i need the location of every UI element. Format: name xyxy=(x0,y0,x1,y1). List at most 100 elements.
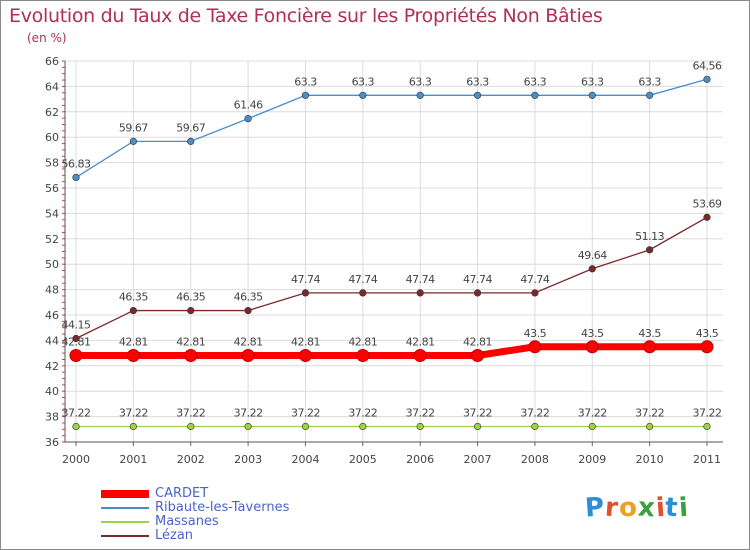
y-tick-label: 52 xyxy=(45,233,59,246)
legend-swatch xyxy=(101,535,149,537)
legend-item: CARDET xyxy=(101,487,289,501)
y-tick-label: 38 xyxy=(45,411,59,424)
data-label: 44.15 xyxy=(62,318,91,331)
data-point xyxy=(646,246,654,254)
x-tick-label: 2011 xyxy=(693,453,721,466)
data-point xyxy=(126,349,140,363)
data-point xyxy=(129,137,137,145)
legend-label: CARDET xyxy=(155,486,209,501)
x-tick-label: 2002 xyxy=(177,453,205,466)
data-point xyxy=(72,173,80,182)
data-label: 43.5 xyxy=(581,327,604,340)
data-label: 42.81 xyxy=(234,336,263,349)
x-tick-label: 2005 xyxy=(349,453,377,466)
y-tick-label: 50 xyxy=(45,258,59,271)
data-label: 37.22 xyxy=(348,407,377,420)
data-point xyxy=(244,422,252,431)
data-label: 64.56 xyxy=(693,59,722,72)
data-point xyxy=(528,340,542,354)
x-tick-label: 2007 xyxy=(464,453,492,466)
x-tick-label: 2006 xyxy=(406,453,434,466)
y-tick-label: 56 xyxy=(45,182,59,195)
legend-item: Lézan xyxy=(101,529,289,543)
x-tick-label: 2010 xyxy=(636,453,664,466)
data-point xyxy=(588,422,596,431)
chart-subtitle: (en %) xyxy=(27,31,67,45)
y-tick-label: 66 xyxy=(45,55,59,68)
data-point xyxy=(531,422,539,431)
data-point xyxy=(187,422,195,431)
legend-label: Lézan xyxy=(155,528,194,543)
data-point xyxy=(585,340,599,354)
y-tick-label: 62 xyxy=(45,106,59,119)
data-label: 63.3 xyxy=(466,75,489,88)
data-label: 42.81 xyxy=(463,336,492,349)
data-label: 42.81 xyxy=(176,336,205,349)
data-label: 37.22 xyxy=(635,407,664,420)
series-line xyxy=(76,343,707,360)
y-tick-label: 44 xyxy=(45,334,59,347)
y-tick-label: 60 xyxy=(45,131,59,144)
series-line xyxy=(75,78,708,179)
plot-area xyxy=(65,61,723,442)
data-point xyxy=(473,289,482,297)
data-point xyxy=(359,289,367,297)
data-label: 42.81 xyxy=(62,336,91,349)
y-tick-label: 36 xyxy=(45,436,59,449)
data-point xyxy=(471,349,485,363)
data-point xyxy=(72,334,80,343)
data-point xyxy=(700,340,714,354)
data-point xyxy=(129,422,137,431)
x-tick-label: 2009 xyxy=(578,453,606,466)
data-label: 63.3 xyxy=(581,75,604,88)
x-tick-label: 2004 xyxy=(291,453,319,466)
data-point xyxy=(187,137,195,145)
y-tick-label: 46 xyxy=(45,309,59,322)
data-point xyxy=(643,340,657,354)
data-point xyxy=(473,422,482,431)
data-point xyxy=(359,422,367,431)
legend-item: Ribaute-les-Tavernes xyxy=(101,501,289,515)
data-point xyxy=(301,289,310,297)
data-point xyxy=(473,91,482,99)
legend-swatch xyxy=(101,521,149,523)
data-label: 63.3 xyxy=(524,75,547,88)
data-point xyxy=(588,91,596,99)
data-label: 63.3 xyxy=(409,75,432,88)
data-label: 47.74 xyxy=(520,273,549,286)
data-label: 63.3 xyxy=(294,75,317,88)
data-label: 37.22 xyxy=(463,407,492,420)
y-tick-label: 48 xyxy=(45,284,59,297)
data-point xyxy=(646,422,654,431)
data-point xyxy=(301,422,310,431)
data-point xyxy=(298,349,312,363)
y-tick-label: 42 xyxy=(45,360,59,373)
data-point xyxy=(646,91,654,99)
data-point xyxy=(359,91,367,99)
data-label: 42.81 xyxy=(406,336,435,349)
legend-item: Massanes xyxy=(101,515,289,529)
data-label: 43.5 xyxy=(524,327,547,340)
y-tick-label: 64 xyxy=(45,80,59,93)
data-label: 37.22 xyxy=(234,407,263,420)
data-label: 63.3 xyxy=(352,75,375,88)
series-massanes: 37.22 37.22 37.22 37.22 37.22 37.22 37.22 37.22… xyxy=(62,407,722,431)
data-point xyxy=(184,349,198,363)
data-label: 51.13 xyxy=(635,230,664,243)
data-label: 49.64 xyxy=(578,249,607,262)
data-label: 56.83 xyxy=(62,157,91,170)
data-label: 46.35 xyxy=(119,291,148,304)
data-label: 47.74 xyxy=(291,273,320,286)
legend-swatch xyxy=(101,490,149,498)
data-point xyxy=(416,422,424,431)
data-point xyxy=(244,306,252,315)
y-tick-label: 58 xyxy=(45,157,59,170)
data-point xyxy=(72,422,80,431)
data-label: 42.81 xyxy=(119,336,148,349)
data-label: 47.74 xyxy=(463,273,492,286)
data-point xyxy=(703,75,711,83)
x-tick-label: 2008 xyxy=(521,453,549,466)
series-line xyxy=(75,216,708,340)
data-point xyxy=(187,306,195,315)
